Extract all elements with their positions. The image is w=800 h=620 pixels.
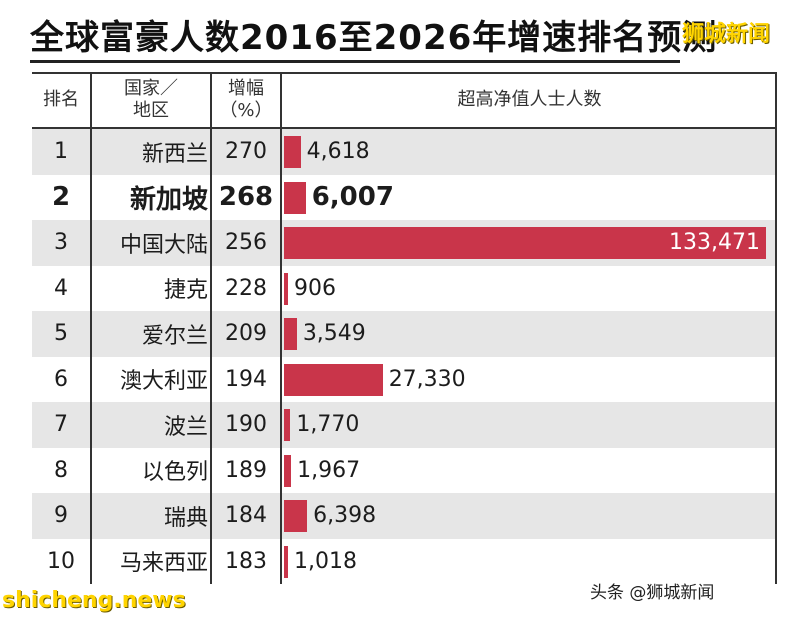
title-underline: [30, 60, 680, 63]
brand-watermark: 狮城新闻: [682, 22, 771, 47]
region-cell: 爱尔兰: [141, 323, 208, 349]
region-cell: 瑞典: [163, 505, 208, 531]
divider-right: [775, 72, 777, 584]
header-uhnw: 超高净值人士人数: [282, 72, 777, 128]
table-top-rule: [32, 72, 777, 74]
growth-cell: 189: [225, 457, 267, 483]
table-row: 5 爱尔兰 209 3,549: [32, 311, 777, 357]
region-cell: 新加坡: [129, 184, 208, 215]
header-rank-label: 排名: [43, 89, 79, 110]
header-rule: [32, 127, 777, 129]
growth-cell: 256: [225, 230, 267, 256]
growth-cell: 194: [225, 366, 267, 392]
source-watermark: 头条 @狮城新闻: [590, 583, 715, 603]
growth-cell: 270: [225, 139, 267, 165]
chart-bar: [284, 363, 383, 396]
bar-value-label: 3,549: [302, 321, 366, 347]
bar-value-label: 6,398: [313, 503, 377, 529]
bar-value-label: 27,330: [388, 366, 466, 392]
table-row: 6 澳大利亚 194 27,330: [32, 357, 777, 403]
divider-growth: [280, 72, 282, 584]
bar-value-label: 6,007: [311, 182, 394, 213]
header-uhnw-label: 超高净值人士人数: [457, 89, 602, 110]
table-row: 2 新加坡 268 6,007: [32, 175, 777, 221]
table-row: 10 马来西亚 183 1,018: [32, 539, 777, 585]
region-cell: 波兰: [163, 414, 208, 440]
region-cell: 捷克: [163, 278, 208, 304]
table-row: 4 捷克 228 906: [32, 266, 777, 312]
region-cell: 以色列: [141, 460, 208, 486]
bar-value-label: 906: [294, 275, 336, 301]
region-cell: 新西兰: [141, 141, 208, 167]
table-row: 9 瑞典 184 6,398: [32, 493, 777, 539]
bar-value-label: 1,018: [294, 548, 357, 574]
rank-cell: 10: [47, 548, 75, 574]
rank-cell: 4: [54, 275, 68, 301]
ranking-table: 10 马来西亚 183 1,018 9 瑞典 184 6,398 8 以色列 189 1,967 7 波兰…: [32, 72, 777, 584]
rank-cell: 6: [54, 366, 68, 392]
growth-cell: 228: [225, 275, 267, 301]
chart-bar: [284, 318, 297, 350]
header-region-line1: 国家／: [124, 78, 178, 99]
header-growth-line2: （%）: [219, 100, 273, 121]
bar-value-label: 1,967: [297, 457, 361, 483]
chart-bar: [284, 181, 306, 214]
region-cell: 马来西亚: [119, 551, 208, 577]
rank-cell: 3: [54, 230, 68, 256]
table-row: 3 中国大陆 256 133,471: [32, 220, 777, 266]
chart-bar: [284, 545, 288, 578]
title-bar: 全球富豪人数2016至2026年增速排名预测 狮城新闻: [0, 0, 800, 70]
growth-cell: 268: [218, 182, 274, 213]
header-rank: 排名: [32, 72, 90, 128]
chart-bar: [284, 136, 301, 168]
rank-cell: 7: [54, 412, 68, 438]
chart-bar: [284, 454, 292, 487]
rank-cell: 5: [54, 321, 68, 347]
bar-value-label: 4,618: [306, 139, 370, 165]
rank-cell: 8: [54, 457, 68, 483]
region-cell: 澳大利亚: [119, 369, 208, 395]
chart-bar: [284, 227, 766, 259]
rank-cell: 2: [51, 182, 71, 213]
divider-rank: [90, 72, 92, 584]
chart-bar: [284, 272, 288, 305]
growth-cell: 190: [225, 412, 267, 438]
table-row: 8 以色列 189 1,967: [32, 448, 777, 494]
bar-value-label: 1,770: [296, 412, 360, 438]
chart-bar: [284, 409, 291, 441]
table-row: 7 波兰 190 1,770: [32, 402, 777, 448]
growth-cell: 209: [225, 321, 267, 347]
divider-region: [210, 72, 212, 584]
header-region-line2: 地区: [133, 100, 169, 121]
growth-cell: 184: [225, 503, 267, 529]
bar-value-label: 133,471: [669, 230, 760, 256]
header-growth: 增幅 （%）: [212, 72, 280, 128]
site-watermark: shicheng.news: [2, 588, 186, 613]
chart-bar: [284, 500, 308, 532]
growth-cell: 183: [225, 548, 267, 574]
header-growth-line1: 增幅: [228, 78, 264, 99]
rank-cell: 1: [54, 139, 68, 165]
header-region: 国家／ 地区: [92, 72, 210, 128]
page-title: 全球富豪人数2016至2026年增速排名预测: [30, 18, 718, 58]
region-cell: 中国大陆: [119, 232, 208, 258]
table-row: 1 新西兰 270 4,618: [32, 129, 777, 175]
rank-cell: 9: [54, 503, 68, 529]
